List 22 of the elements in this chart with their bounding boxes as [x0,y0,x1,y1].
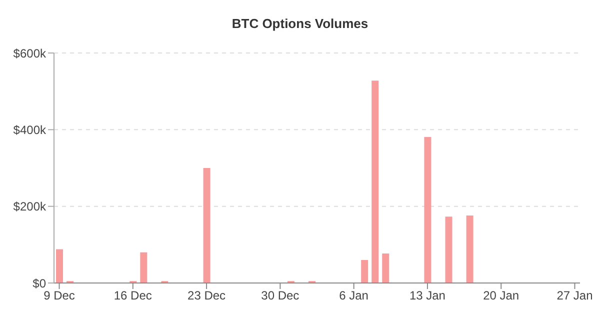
y-tick-label: $200k [13,200,47,214]
bar [445,216,452,283]
x-tick-label: 23 Dec [188,288,226,303]
chart-title: BTC Options Volumes [230,16,370,31]
x-tick-label: 30 Dec [261,288,300,303]
bar [56,249,63,283]
y-tick-label: $600k [13,46,47,60]
bar [382,253,390,283]
bar [140,252,148,283]
bar [372,80,379,283]
x-tick-label: 9 Dec [44,288,75,303]
x-tick-label: 27 Jan [556,288,593,303]
x-tick-label: 16 Dec [114,288,152,303]
bar [361,260,368,283]
x-tick-label: 13 Jan [409,288,446,303]
bar [424,136,432,283]
bar [466,216,474,283]
x-tick-label: 20 Jan [483,288,520,303]
bar [203,168,210,283]
y-tick-label: $400k [13,122,47,137]
x-tick-label: 6 Jan [339,288,368,303]
y-tick-label: $0 [32,276,46,290]
